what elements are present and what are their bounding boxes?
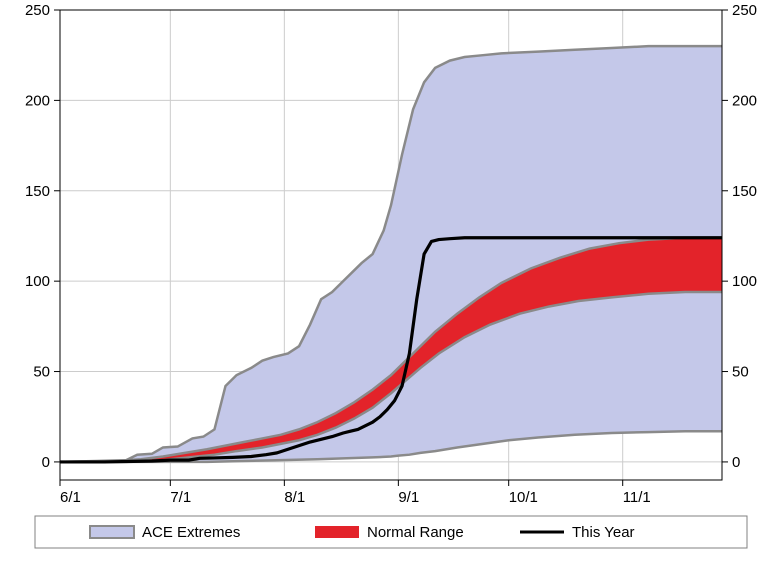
legend-label: Normal Range [367, 524, 464, 541]
legend-swatch [315, 526, 359, 538]
x-tick-label: 9/1 [398, 489, 419, 506]
y-tick-label-right: 50 [732, 364, 749, 381]
y-tick-label-left: 100 [25, 273, 50, 290]
legend-swatch [90, 526, 134, 538]
y-tick-label-right: 100 [732, 273, 757, 290]
x-tick-label: 6/1 [60, 489, 81, 506]
ace-chart: 6/1 7/1 8/1 9/1 10/1 11/1 0 50 100 150 200 250 0 50 10… [0, 0, 782, 563]
legend: ACE Extremes Normal Range This Year [35, 516, 747, 548]
y-tick-label-left: 200 [25, 92, 50, 109]
y-tick-label-right: 150 [732, 183, 757, 200]
y-tick-label-left: 150 [25, 183, 50, 200]
y-tick-label-left: 50 [33, 364, 50, 381]
y-tick-label-right: 0 [732, 454, 740, 471]
y-tick-label-left: 250 [25, 2, 50, 19]
x-tick-label: 8/1 [284, 489, 305, 506]
x-tick-label: 7/1 [170, 489, 191, 506]
x-tick-label: 11/1 [623, 489, 651, 506]
legend-label: This Year [572, 524, 635, 541]
y-tick-label-right: 200 [732, 92, 757, 109]
y-tick-label-left: 0 [42, 454, 50, 471]
y-tick-label-right: 250 [732, 2, 757, 19]
x-tick-label: 10/1 [509, 489, 538, 506]
chart-svg: 6/1 7/1 8/1 9/1 10/1 11/1 0 50 100 150 200 250 0 50 10… [0, 0, 782, 563]
legend-label: ACE Extremes [142, 524, 240, 541]
